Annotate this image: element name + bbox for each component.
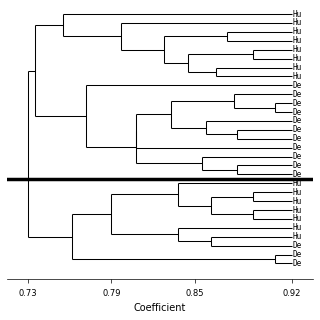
Text: Hu: Hu (293, 232, 302, 241)
Text: De: De (293, 250, 302, 259)
Text: De: De (293, 108, 302, 116)
Text: De: De (293, 81, 302, 90)
Text: De: De (293, 99, 302, 108)
Text: De: De (293, 143, 302, 152)
Text: Hu: Hu (293, 54, 302, 63)
Text: De: De (293, 241, 302, 250)
Text: De: De (293, 170, 302, 179)
Text: Hu: Hu (293, 63, 302, 72)
Text: Hu: Hu (293, 214, 302, 223)
Text: Hu: Hu (293, 36, 302, 45)
Text: Hu: Hu (293, 196, 302, 205)
Text: Hu: Hu (293, 72, 302, 81)
Text: Hu: Hu (293, 179, 302, 188)
Text: De: De (293, 259, 302, 268)
Text: Hu: Hu (293, 19, 302, 28)
Text: Hu: Hu (293, 45, 302, 54)
Text: Hu: Hu (293, 205, 302, 214)
Text: Hu: Hu (293, 28, 302, 36)
Text: De: De (293, 116, 302, 125)
Text: Hu: Hu (293, 10, 302, 19)
Text: Hu: Hu (293, 223, 302, 232)
X-axis label: Coefficient: Coefficient (134, 303, 186, 313)
Text: Hu: Hu (293, 188, 302, 197)
Text: De: De (293, 161, 302, 170)
Text: De: De (293, 125, 302, 134)
Text: De: De (293, 152, 302, 161)
Text: De: De (293, 90, 302, 99)
Text: De: De (293, 134, 302, 143)
